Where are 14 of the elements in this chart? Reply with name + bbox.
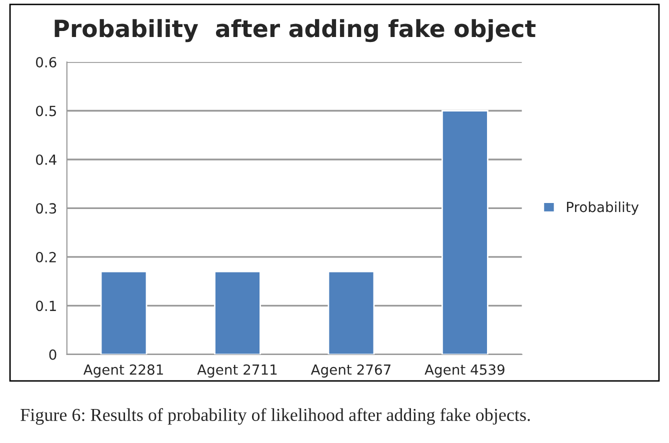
x-tick-label: Agent 2711: [197, 364, 277, 378]
y-tick-label: 0.3: [36, 203, 56, 214]
y-tick-label: 0.1: [36, 300, 56, 312]
chart-title: Probability after adding fake object: [54, 19, 536, 42]
y-tick-label: 0: [49, 349, 56, 360]
y-tick-label: 0.4: [36, 154, 56, 165]
y-tick-label: 0.5: [36, 106, 56, 116]
x-tick-label: Agent 2767: [310, 364, 390, 378]
legend-label: Probability: [567, 201, 639, 215]
caption: Figure 6: Results of probability of likelihood after adding fake objects.: [20, 408, 530, 425]
x-tick-label: Agent 2281: [83, 364, 163, 378]
x-tick-label: Agent 4539: [424, 364, 504, 378]
y-tick-label: 0.2: [36, 252, 56, 262]
y-tick-label: 0.6: [36, 56, 56, 68]
